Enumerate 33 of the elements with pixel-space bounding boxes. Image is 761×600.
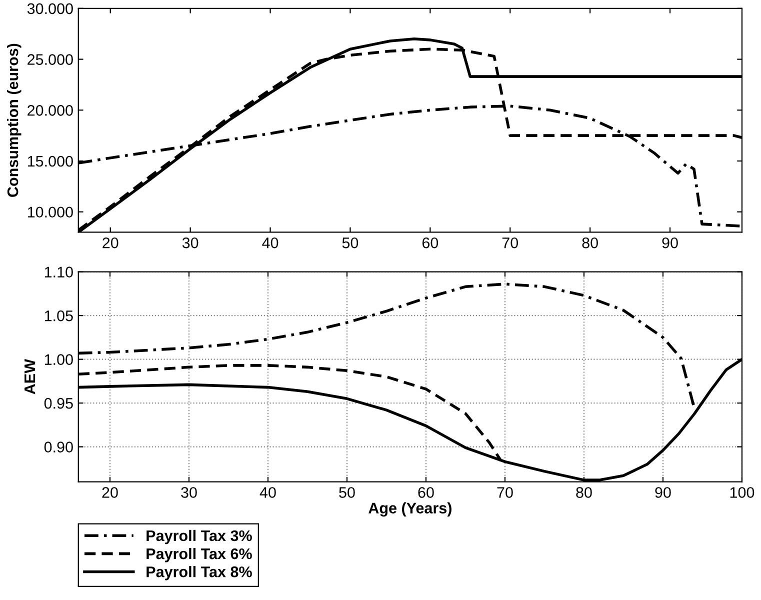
x-tick-label: 60 (418, 487, 434, 498)
x-tick-label: 30 (182, 237, 198, 248)
legend-label: Payroll Tax 3% (146, 530, 252, 544)
x-tick-label: 80 (576, 487, 592, 498)
x-tick-label: 50 (342, 237, 358, 248)
y-tick-label: 10.000 (28, 206, 73, 218)
y-tick-label: 0.95 (44, 398, 73, 409)
x-tick-label: 40 (260, 487, 276, 498)
y-tick-label: 15.000 (28, 156, 73, 167)
x-tick-label: 90 (662, 237, 678, 248)
x-tick-label: 70 (502, 237, 518, 248)
x-tick-label: 80 (582, 237, 598, 248)
x-tick-label: 50 (339, 487, 355, 498)
y-tick-label: 25.000 (28, 54, 73, 65)
x-tick-label: 40 (262, 237, 278, 248)
y-tick-label: 20.000 (28, 104, 73, 116)
x-tick-label: 70 (497, 487, 513, 498)
y-tick-label: 1.10 (44, 266, 73, 278)
y-tick-label: 1.05 (44, 310, 73, 322)
x-tick-label: 60 (422, 237, 438, 248)
x-tick-label: 30 (181, 487, 197, 498)
legend-label: Payroll Tax 6% (146, 548, 252, 562)
y-tick-label: 1.00 (44, 354, 73, 365)
x-tick-label: 90 (655, 487, 671, 498)
y-axis-title: Consumption (euros) (7, 44, 22, 197)
x-tick-label: 20 (102, 487, 118, 498)
y-axis-title: AEW (24, 358, 36, 394)
x-tick-label: 20 (102, 237, 118, 248)
x-axis-title: Age (Years) (368, 502, 452, 517)
x-tick-label: 100 (730, 487, 754, 498)
y-tick-label: 30.000 (27, 3, 73, 14)
y-tick-label: 0.90 (44, 442, 73, 452)
legend-label: Payroll Tax 8% (146, 566, 252, 580)
